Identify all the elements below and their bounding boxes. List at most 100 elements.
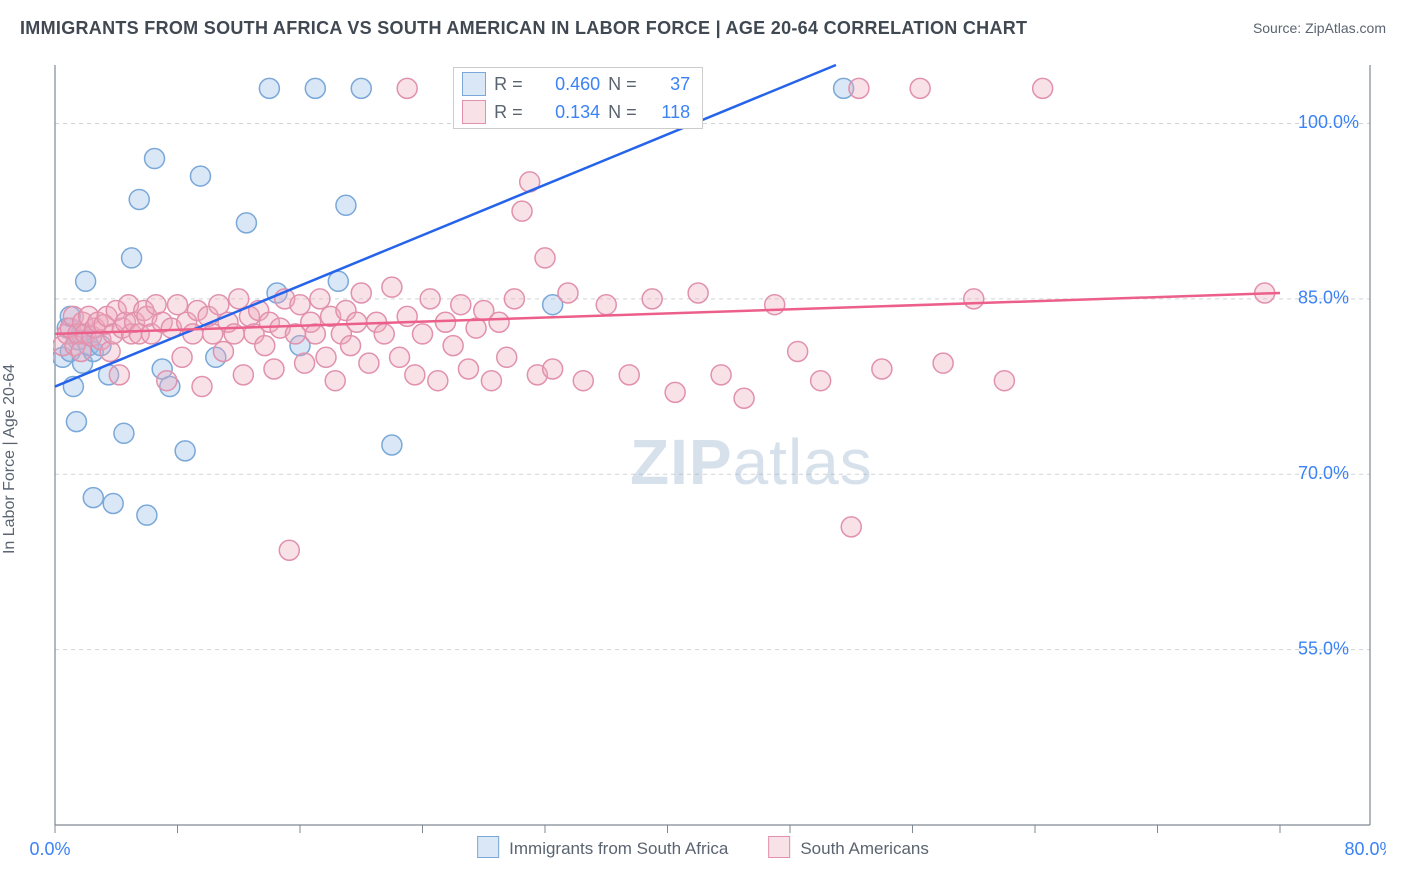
stat-R-value: 0.134 bbox=[536, 102, 600, 123]
stat-row: R = 0.460 N = 37 bbox=[454, 70, 702, 98]
data-point bbox=[535, 248, 555, 268]
chart-container: In Labor Force | Age 20-64 55.0%70.0%85.… bbox=[20, 55, 1386, 863]
data-point bbox=[458, 359, 478, 379]
data-point bbox=[122, 248, 142, 268]
data-point bbox=[83, 488, 103, 508]
data-point bbox=[305, 324, 325, 344]
data-point bbox=[100, 341, 120, 361]
data-point bbox=[336, 195, 356, 215]
data-point bbox=[351, 283, 371, 303]
y-tick-label: 55.0% bbox=[1298, 638, 1349, 658]
svg-text:80.0%: 80.0% bbox=[1344, 839, 1386, 859]
legend-label: Immigrants from South Africa bbox=[509, 839, 728, 858]
data-point bbox=[351, 78, 371, 98]
data-point bbox=[933, 353, 953, 373]
stat-N-label: N = bbox=[608, 74, 642, 95]
data-point bbox=[290, 295, 310, 315]
data-point bbox=[413, 324, 433, 344]
data-point bbox=[295, 353, 315, 373]
data-point bbox=[543, 359, 563, 379]
data-point bbox=[451, 295, 471, 315]
legend-swatch bbox=[477, 836, 499, 858]
data-point bbox=[209, 295, 229, 315]
data-point bbox=[233, 365, 253, 385]
data-point bbox=[255, 336, 275, 356]
data-point bbox=[316, 347, 336, 367]
data-point bbox=[619, 365, 639, 385]
data-point bbox=[66, 412, 86, 432]
data-point bbox=[688, 283, 708, 303]
legend-swatch bbox=[768, 836, 790, 858]
chart-title: IMMIGRANTS FROM SOUTH AFRICA VS SOUTH AM… bbox=[20, 18, 1027, 38]
data-point bbox=[279, 540, 299, 560]
y-tick-label: 70.0% bbox=[1298, 463, 1349, 483]
data-point bbox=[129, 189, 149, 209]
data-point bbox=[190, 166, 210, 186]
data-point bbox=[405, 365, 425, 385]
data-point bbox=[596, 295, 616, 315]
legend-label: South Americans bbox=[800, 839, 929, 858]
data-point bbox=[849, 78, 869, 98]
data-point bbox=[711, 365, 731, 385]
stat-R-label: R = bbox=[494, 74, 528, 95]
stat-N-label: N = bbox=[608, 102, 642, 123]
data-point bbox=[642, 289, 662, 309]
data-point bbox=[504, 289, 524, 309]
data-point bbox=[397, 78, 417, 98]
data-point bbox=[994, 371, 1014, 391]
legend-item: South Americans bbox=[768, 836, 929, 859]
data-point bbox=[325, 371, 345, 391]
data-point bbox=[259, 78, 279, 98]
data-point bbox=[558, 283, 578, 303]
stat-N-value: 37 bbox=[650, 74, 690, 95]
data-point bbox=[213, 341, 233, 361]
data-point bbox=[811, 371, 831, 391]
data-point bbox=[310, 289, 330, 309]
data-point bbox=[76, 271, 96, 291]
data-point bbox=[872, 359, 892, 379]
data-point bbox=[481, 371, 501, 391]
data-point bbox=[1033, 78, 1053, 98]
stat-row: R = 0.134 N = 118 bbox=[454, 98, 702, 126]
data-point bbox=[573, 371, 593, 391]
data-point bbox=[341, 336, 361, 356]
data-point bbox=[489, 312, 509, 332]
y-tick-label: 85.0% bbox=[1298, 288, 1349, 308]
data-point bbox=[328, 271, 348, 291]
data-point bbox=[734, 388, 754, 408]
data-point bbox=[168, 295, 188, 315]
source-label: Source: bbox=[1253, 20, 1305, 36]
stat-N-value: 118 bbox=[650, 102, 690, 123]
data-point bbox=[103, 493, 123, 513]
data-point bbox=[428, 371, 448, 391]
data-point bbox=[765, 295, 785, 315]
data-point bbox=[347, 312, 367, 332]
data-point bbox=[114, 423, 134, 443]
svg-text:0.0%: 0.0% bbox=[29, 839, 70, 859]
source-link[interactable]: ZipAtlas.com bbox=[1305, 20, 1386, 36]
data-point bbox=[264, 359, 284, 379]
data-point bbox=[157, 371, 177, 391]
data-point bbox=[964, 289, 984, 309]
y-axis-label: In Labor Force | Age 20-64 bbox=[1, 364, 19, 554]
stat-R-value: 0.460 bbox=[536, 74, 600, 95]
data-point bbox=[910, 78, 930, 98]
data-point bbox=[229, 289, 249, 309]
source-attribution: Source: ZipAtlas.com bbox=[1253, 20, 1386, 36]
data-point bbox=[359, 353, 379, 373]
data-point bbox=[390, 347, 410, 367]
series-swatch bbox=[462, 72, 486, 96]
correlation-stats-box: R = 0.460 N = 37 R = 0.134 N = 118 bbox=[453, 67, 703, 129]
data-point bbox=[512, 201, 532, 221]
series-swatch bbox=[462, 100, 486, 124]
legend: Immigrants from South Africa South Americ… bbox=[477, 836, 929, 859]
data-point bbox=[172, 347, 192, 367]
stat-R-label: R = bbox=[494, 102, 528, 123]
data-point bbox=[109, 365, 129, 385]
data-point bbox=[374, 324, 394, 344]
y-tick-label: 100.0% bbox=[1298, 112, 1359, 132]
data-point bbox=[382, 277, 402, 297]
data-point bbox=[788, 341, 808, 361]
data-point bbox=[665, 382, 685, 402]
data-point bbox=[443, 336, 463, 356]
